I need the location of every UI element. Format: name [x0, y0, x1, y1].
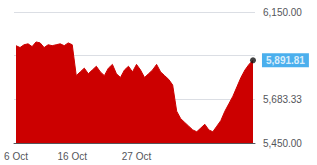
- svg-text:6 Oct: 6 Oct: [4, 151, 28, 162]
- svg-text:16 Oct: 16 Oct: [58, 151, 88, 162]
- svg-text:5,683.33: 5,683.33: [263, 94, 302, 105]
- svg-text:6,150.00: 6,150.00: [263, 7, 302, 18]
- svg-text:5,891.81: 5,891.81: [266, 55, 305, 66]
- svg-text:27 Oct: 27 Oct: [122, 151, 152, 162]
- svg-text:5,450.00: 5,450.00: [263, 138, 302, 149]
